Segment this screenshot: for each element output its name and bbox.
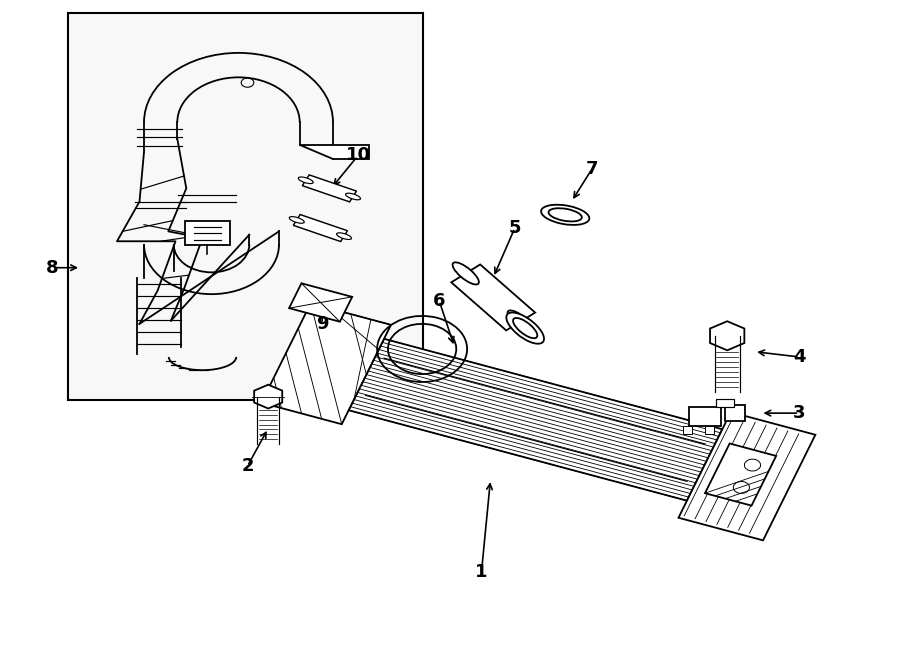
Bar xyxy=(289,284,352,322)
Text: 9: 9 xyxy=(316,315,328,333)
Bar xyxy=(68,13,423,400)
Ellipse shape xyxy=(453,262,479,284)
Text: 8: 8 xyxy=(46,258,58,277)
Ellipse shape xyxy=(549,208,581,221)
Text: 6: 6 xyxy=(433,292,446,310)
Polygon shape xyxy=(710,321,744,350)
Ellipse shape xyxy=(508,311,534,332)
Ellipse shape xyxy=(541,205,590,225)
Polygon shape xyxy=(302,175,356,202)
Bar xyxy=(725,405,745,422)
Text: 10: 10 xyxy=(346,146,371,165)
Polygon shape xyxy=(293,215,347,241)
Bar xyxy=(705,426,714,434)
Ellipse shape xyxy=(507,313,544,344)
Bar xyxy=(705,444,776,506)
Polygon shape xyxy=(254,385,283,408)
Text: 4: 4 xyxy=(793,348,806,366)
Polygon shape xyxy=(451,264,536,330)
Text: 7: 7 xyxy=(586,159,598,178)
Bar xyxy=(679,412,815,540)
Polygon shape xyxy=(184,221,230,245)
Ellipse shape xyxy=(298,177,313,184)
Ellipse shape xyxy=(513,318,537,338)
Bar xyxy=(261,303,391,424)
Bar xyxy=(348,339,723,500)
Bar xyxy=(683,426,692,434)
Ellipse shape xyxy=(337,233,352,239)
Bar xyxy=(689,407,721,426)
Polygon shape xyxy=(300,145,369,159)
Ellipse shape xyxy=(289,217,304,223)
Text: 5: 5 xyxy=(508,219,521,237)
Text: 1: 1 xyxy=(475,563,488,581)
Bar xyxy=(716,399,734,407)
Text: 2: 2 xyxy=(241,457,254,475)
Text: 3: 3 xyxy=(793,404,806,422)
Ellipse shape xyxy=(346,193,361,200)
